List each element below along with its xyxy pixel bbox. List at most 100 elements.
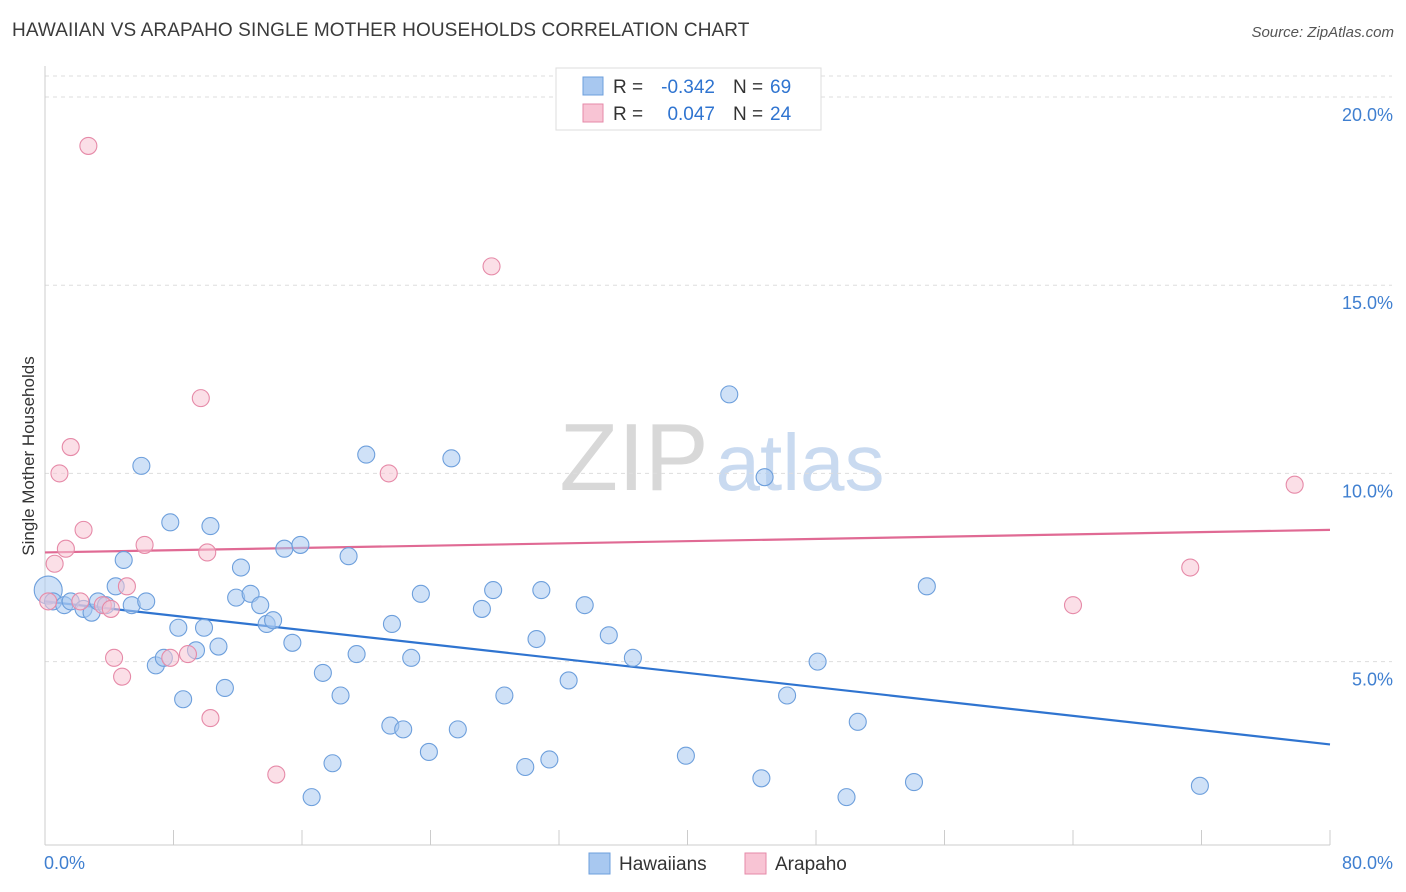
point-hawaiians-12: [137, 592, 156, 611]
point-arapaho-7: [79, 136, 98, 155]
point-hawaiians-56: [599, 626, 618, 645]
point-arapaho-12: [117, 577, 136, 596]
x-tick-label-0: 0.0%: [44, 853, 85, 873]
point-arapaho-6: [74, 520, 93, 539]
point-arapaho-16: [191, 389, 210, 408]
point-arapaho-20: [379, 464, 398, 483]
stats-n-label-1: N =: [733, 104, 763, 125]
point-hawaiians-59: [720, 385, 739, 404]
point-hawaiians-15: [161, 513, 180, 532]
y-tick-label-2: 15.0%: [1342, 293, 1393, 313]
point-arapaho-5: [71, 592, 90, 611]
point-arapaho-15: [178, 645, 198, 664]
point-hawaiians-35: [331, 686, 350, 705]
trend-line-arapaho: [44, 528, 1331, 554]
point-hawaiians-26: [251, 596, 270, 615]
point-arapaho-2: [50, 464, 69, 483]
point-arapaho-1: [45, 554, 64, 573]
point-hawaiians-28: [264, 611, 283, 630]
trend-line-hawaiians: [44, 600, 1331, 746]
point-hawaiians-53: [540, 750, 559, 769]
point-hawaiians-36: [339, 547, 358, 566]
point-hawaiians-29: [275, 539, 294, 558]
stats-legend: R = -0.342 N = 69 R = 0.047 N = 24: [555, 67, 822, 131]
stats-r-value-0: -0.342: [661, 77, 715, 98]
point-hawaiians-17: [174, 690, 193, 709]
point-arapaho-9: [101, 599, 120, 618]
point-hawaiians-9: [114, 550, 133, 570]
point-hawaiians-19: [194, 618, 214, 637]
tick-labels: 5.0% 10.0% 15.0% 20.0% 0.0% 80.0%: [44, 105, 1393, 873]
point-hawaiians-46: [448, 720, 467, 739]
point-hawaiians-42: [402, 648, 421, 667]
point-hawaiians-62: [778, 686, 797, 705]
point-hawaiians-31: [291, 535, 310, 554]
point-hawaiians-33: [313, 663, 332, 682]
point-hawaiians-60: [752, 769, 771, 788]
y-tick-label-1: 10.0%: [1342, 481, 1393, 501]
legend-label-hawaiians: Hawaiians: [619, 854, 707, 875]
series-legend: Hawaiians Arapaho: [588, 852, 847, 875]
point-hawaiians-22: [215, 678, 234, 698]
point-arapaho-21: [482, 257, 501, 276]
point-hawaiians-20: [201, 517, 220, 536]
point-hawaiians-57: [623, 648, 642, 667]
point-hawaiians-68: [1190, 776, 1209, 795]
stats-n-value-1: 24: [770, 104, 792, 125]
y-tick-label-0: 5.0%: [1352, 670, 1393, 690]
point-hawaiians-32: [302, 788, 321, 807]
data-points: [33, 136, 1304, 807]
stats-n-label-0: N =: [733, 77, 763, 98]
axes: [44, 66, 1331, 846]
point-arapaho-0: [39, 592, 58, 611]
point-arapaho-19: [267, 765, 286, 784]
point-arapaho-18: [201, 709, 220, 728]
point-hawaiians-45: [442, 449, 461, 468]
point-arapaho-23: [1181, 558, 1200, 577]
stats-swatch-0: [582, 76, 604, 96]
point-arapaho-24: [1285, 475, 1304, 494]
point-hawaiians-34: [323, 754, 342, 773]
point-arapaho-13: [135, 535, 154, 554]
legend-swatch-arapaho: [744, 852, 767, 875]
point-hawaiians-65: [848, 712, 867, 731]
point-arapaho-22: [1063, 596, 1083, 615]
point-arapaho-10: [105, 648, 124, 667]
point-hawaiians-11: [132, 456, 151, 475]
point-hawaiians-50: [516, 757, 535, 777]
point-hawaiians-55: [575, 596, 594, 615]
point-hawaiians-21: [209, 637, 228, 656]
point-hawaiians-37: [347, 645, 366, 664]
point-hawaiians-30: [283, 633, 302, 652]
point-hawaiians-48: [484, 581, 503, 600]
watermark-zip: ZIP: [559, 404, 708, 511]
point-hawaiians-51: [527, 629, 546, 649]
point-hawaiians-54: [559, 671, 578, 690]
point-arapaho-11: [113, 667, 132, 686]
point-arapaho-3: [56, 539, 75, 558]
point-arapaho-17: [198, 543, 217, 562]
point-hawaiians-49: [495, 686, 514, 705]
legend-label-arapaho: Arapaho: [775, 854, 847, 875]
point-arapaho-14: [161, 648, 180, 667]
point-hawaiians-64: [837, 788, 856, 807]
stats-n-value-0: 69: [770, 77, 791, 98]
point-arapaho-4: [61, 438, 80, 457]
point-hawaiians-40: [382, 614, 402, 634]
stats-r-value-1: 0.047: [667, 104, 715, 125]
point-hawaiians-38: [357, 445, 376, 464]
y-tick-label-3: 20.0%: [1342, 105, 1393, 125]
point-hawaiians-47: [472, 599, 491, 618]
point-hawaiians-61: [755, 468, 774, 487]
point-hawaiians-52: [532, 581, 551, 600]
stats-r-label-0: R =: [613, 77, 643, 98]
stats-r-label-1: R =: [613, 104, 643, 125]
point-hawaiians-41: [394, 720, 413, 739]
chart-title: HAWAIIAN VS ARAPAHO SINGLE MOTHER HOUSEH…: [12, 20, 750, 41]
point-hawaiians-16: [169, 618, 188, 637]
point-hawaiians-58: [676, 746, 695, 765]
point-hawaiians-24: [231, 558, 251, 577]
stats-swatch-1: [582, 103, 604, 123]
point-hawaiians-67: [917, 577, 936, 596]
